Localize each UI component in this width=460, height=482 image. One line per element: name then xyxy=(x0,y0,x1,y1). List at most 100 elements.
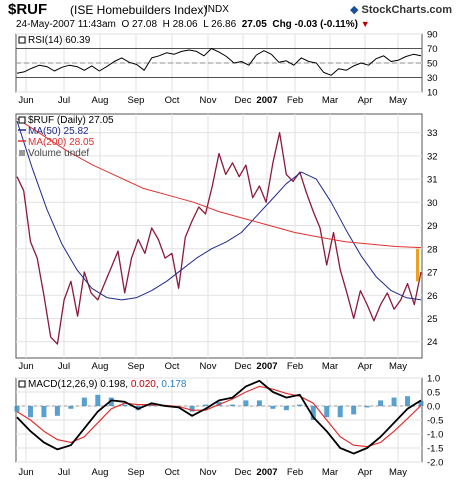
macd-x-tick: Dec xyxy=(235,467,252,478)
macd-histogram-bar xyxy=(324,406,330,418)
macd-histogram-bar xyxy=(310,406,316,420)
volume-legend-swatch xyxy=(19,150,25,156)
rsi-x-tick: Sep xyxy=(128,95,145,106)
price-y-tick: 32 xyxy=(427,151,438,162)
price-y-tick: 27 xyxy=(427,268,438,279)
price-x-tick: Feb xyxy=(287,361,303,372)
exchange: INDX xyxy=(205,4,229,15)
macd-histogram-bar xyxy=(351,406,357,415)
price-x-tick: May xyxy=(389,361,407,372)
rsi-legend-swatch xyxy=(18,36,26,44)
macd-histogram-bar xyxy=(68,406,74,409)
rsi-y-tick: 90 xyxy=(427,30,438,41)
price-y-tick: 25 xyxy=(427,314,438,325)
macd-histogram-bar xyxy=(391,397,397,406)
price-y-tick: 26 xyxy=(427,291,438,302)
price-x-tick: Apr xyxy=(358,361,373,372)
macd-x-tick: Sep xyxy=(128,467,145,478)
quote-high: H 28.06 xyxy=(162,19,198,30)
price-y-tick: 24 xyxy=(427,337,438,348)
macd-y-tick: -1.0 xyxy=(427,430,443,441)
rsi-x-tick: 2007 xyxy=(256,95,277,106)
macd-line xyxy=(16,379,422,455)
logo-mark-icon: ◆ xyxy=(349,4,359,16)
rsi-x-tick: Dec xyxy=(235,95,252,106)
rsi-legend: RSI(14) 60.39 xyxy=(28,35,91,46)
rsi-x-tick: Apr xyxy=(358,95,373,106)
macd-histogram-bar xyxy=(297,404,303,406)
macd-histogram-bar xyxy=(270,406,276,409)
macd-x-tick: Mar xyxy=(322,467,338,478)
rsi-line xyxy=(16,48,422,76)
latest-price-bar xyxy=(416,248,419,282)
macd-histogram-bar xyxy=(95,394,101,406)
price-x-tick: Jul xyxy=(58,361,70,372)
macd-histogram-bar xyxy=(203,404,209,406)
rsi-x-tick: Jun xyxy=(18,95,33,106)
stockcharts-logo: ◆ StockCharts.com xyxy=(350,3,452,16)
macd-histogram-bar xyxy=(149,404,155,406)
macd-legend-part: 0.020, xyxy=(128,379,159,390)
macd-x-tick: 2007 xyxy=(256,467,277,478)
price-x-tick: 2007 xyxy=(256,361,277,372)
ma200-legend: MA(200) 28.05 xyxy=(28,137,95,148)
price-x-tick: Jun xyxy=(18,361,33,372)
rsi-x-tick: Jul xyxy=(58,95,70,106)
macd-legend-swatch xyxy=(18,380,26,388)
rsi-x-tick: Aug xyxy=(92,95,109,106)
macd-legend-part: MACD(12,26,9) xyxy=(28,379,97,390)
macd-histogram-bar xyxy=(418,400,424,406)
rsi-y-tick: 10 xyxy=(427,88,438,99)
price-x-tick: Nov xyxy=(200,361,217,372)
macd-histogram-bar xyxy=(27,406,33,418)
chart-header: $RUF (ISE Homebuilders Index) INDX ◆ Sto… xyxy=(0,0,460,34)
rsi-y-tick: 30 xyxy=(427,73,438,84)
macd-legend: MACD(12,26,9) 0.198, 0.020, 0.178 xyxy=(28,379,187,390)
rsi-y-tick: 50 xyxy=(427,59,438,70)
macd-histogram-bar xyxy=(216,401,222,406)
quote-open: O 27.08 xyxy=(121,19,158,30)
macd-histogram-bar xyxy=(41,406,47,418)
macd-x-tick: Apr xyxy=(358,467,373,478)
price-y-tick: 29 xyxy=(427,221,438,232)
quote-low: L 26.86 xyxy=(203,19,237,30)
price-y-tick: 30 xyxy=(427,198,438,209)
price-y-tick: 28 xyxy=(427,244,438,255)
macd-y-tick: 0.0 xyxy=(427,402,440,413)
macd-legend-part: 0.178 xyxy=(159,379,187,390)
macd-x-tick: Oct xyxy=(165,467,180,478)
macd-y-tick: 1.0 xyxy=(427,374,440,385)
macd-histogram-bar xyxy=(14,406,20,412)
logo-text: StockCharts.com xyxy=(361,4,452,16)
price-line xyxy=(16,131,422,345)
macd-histogram-bar xyxy=(189,406,195,412)
macd-x-tick: Jun xyxy=(18,467,33,478)
volume-legend: Volume undef xyxy=(28,148,89,159)
macd-histogram-bar xyxy=(283,406,289,411)
quote-change: Chg -0.03 (-0.11%) xyxy=(272,19,358,30)
price-x-tick: Oct xyxy=(165,361,180,372)
macd-histogram-bar xyxy=(81,397,87,406)
macd-y-tick: -0.5 xyxy=(427,416,443,427)
rsi-x-tick: Oct xyxy=(165,95,180,106)
quote-close: 27.05 xyxy=(241,19,267,30)
symbol-name: (ISE Homebuilders Index) xyxy=(70,3,208,17)
down-triangle-icon: ▼ xyxy=(360,19,370,29)
ma50-legend: MA(50) 25.82 xyxy=(28,126,89,137)
macd-x-tick: Nov xyxy=(200,467,217,478)
macd-x-tick: Feb xyxy=(287,467,303,478)
macd-histogram-bar xyxy=(256,400,262,406)
macd-histogram-bar xyxy=(405,396,411,406)
macd-histogram-bar xyxy=(243,400,249,406)
ma200-line xyxy=(16,118,422,249)
rsi-x-tick: May xyxy=(389,95,407,106)
macd-x-tick: Aug xyxy=(92,467,109,478)
macd-histogram-bar xyxy=(378,400,384,406)
symbol: $RUF xyxy=(8,1,48,18)
rsi-x-tick: Nov xyxy=(200,95,217,106)
macd-histogram-bar xyxy=(122,404,128,406)
rsi-x-tick: Mar xyxy=(322,95,338,106)
macd-histogram-bar xyxy=(364,406,370,408)
macd-histogram-bar xyxy=(54,406,60,416)
price-title: $RUF (Daily) 27.05 xyxy=(28,115,114,126)
